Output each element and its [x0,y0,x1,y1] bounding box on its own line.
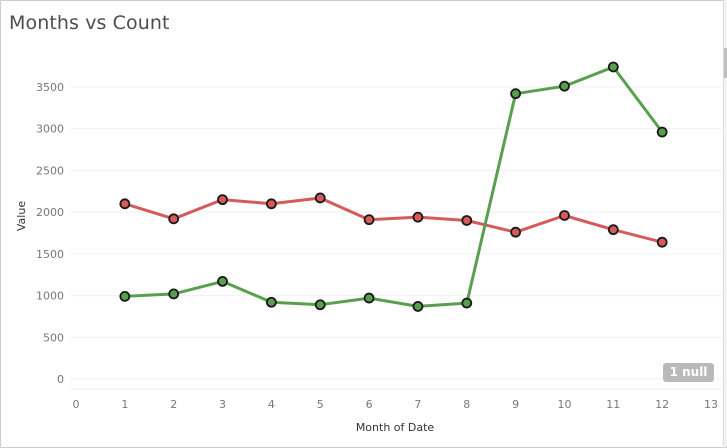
grid-lines [70,86,722,390]
data-point-series-2[interactable] [412,301,424,312]
data-point-series-2[interactable] [168,288,180,300]
x-tick-label: 13 [704,398,718,411]
x-tick-label: 6 [366,398,373,411]
x-axis-ticks: 0 1 2 3 4 5 6 7 8 9 10 11 12 13 [73,398,719,411]
data-point-series-1[interactable] [510,226,522,238]
data-point-series-1[interactable] [363,214,375,226]
y-tick-label: 500 [43,331,64,344]
chart-title: Months vs Count [9,12,170,34]
data-point-series-2[interactable] [559,80,570,92]
x-tick-label: 10 [557,398,571,411]
data-point-series-2[interactable] [656,126,668,138]
data-point-series-1[interactable] [168,213,180,225]
data-point-series-2[interactable] [119,291,131,302]
data-point-series-1[interactable] [314,192,326,204]
series-lines [124,65,664,308]
data-point-series-2[interactable] [363,292,375,304]
data-point-series-1[interactable] [119,198,131,210]
y-tick-label: 3000 [36,123,64,136]
data-point-series-2[interactable] [265,296,277,308]
data-point-series-2[interactable] [461,297,473,309]
x-tick-label: 5 [317,398,324,411]
x-tick-label: 3 [219,398,226,411]
y-tick-label: 0 [57,373,64,386]
series-line-2 [124,65,664,308]
x-axis-label: Month of Date [356,421,435,434]
y-axis-label: Value [15,201,28,231]
y-tick-label: 1500 [36,248,64,261]
x-tick-label: 12 [655,398,669,411]
x-tick-label: 2 [170,398,177,411]
data-point-series-1[interactable] [656,236,668,248]
data-point-series-2[interactable] [314,299,326,311]
y-tick-label: 2500 [36,164,64,177]
y-axis-ticks: 0 500 1000 1500 2000 2500 3000 3500 [36,81,64,386]
x-tick-label: 1 [121,398,128,411]
y-tick-label: 2000 [36,206,64,219]
data-point-series-1[interactable] [559,210,570,221]
x-tick-label: 8 [463,398,470,411]
series-points [119,61,668,312]
data-point-series-2[interactable] [217,275,228,287]
null-indicator-badge[interactable]: 1 null [663,363,714,382]
data-point-series-1[interactable] [265,198,277,210]
x-tick-label: 9 [512,398,519,411]
data-point-series-2[interactable] [510,88,522,100]
series-line-1 [124,196,663,244]
data-point-series-2[interactable] [607,61,619,73]
x-tick-label: 0 [73,398,80,411]
data-point-series-1[interactable] [607,224,619,236]
x-tick-label: 7 [414,398,421,411]
scrollbar[interactable] [723,0,727,446]
x-tick-label: 11 [606,398,620,411]
x-tick-label: 4 [268,398,275,411]
data-point-series-1[interactable] [217,194,228,206]
scrollbar-thumb[interactable] [724,48,727,78]
y-tick-label: 1000 [36,290,64,303]
data-point-series-1[interactable] [412,211,424,223]
data-point-series-1[interactable] [461,215,473,226]
y-tick-label: 3500 [36,81,64,94]
